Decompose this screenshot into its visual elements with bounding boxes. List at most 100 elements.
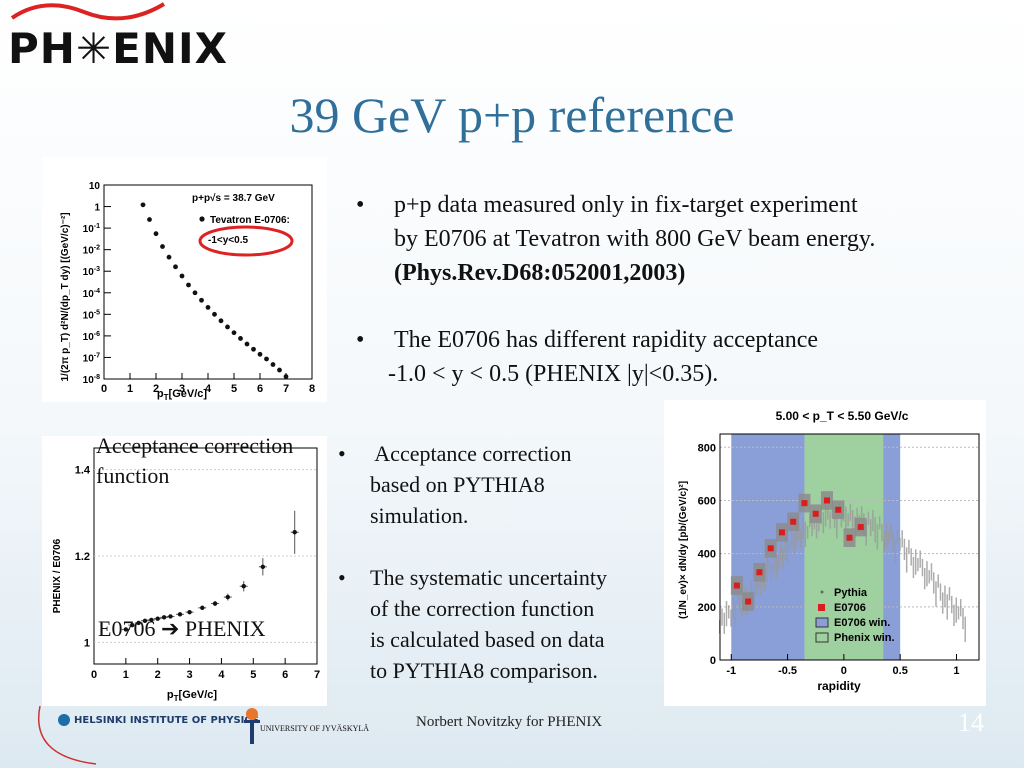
spectrum-point <box>192 290 198 296</box>
spectrum-point <box>283 374 289 379</box>
spectrum-point <box>186 282 191 288</box>
spectrum-ytick-label: 1 <box>94 203 100 214</box>
acceptance-point <box>292 530 297 535</box>
e0706-point <box>778 529 785 536</box>
spectrum-point <box>179 273 185 279</box>
e0706-to-phenix-label: E0706 ➔ PHENIX <box>98 616 266 641</box>
author-footer: Norbert Novitzky for PHENIX <box>416 714 603 730</box>
acceptance-xtick-label: 4 <box>218 669 225 681</box>
pythia-point <box>845 506 847 533</box>
acceptance-point <box>155 616 160 621</box>
acceptance-xtick-label: 1 <box>123 669 129 681</box>
bullet-reference: (Phys.Rev.D68:052001,2003) <box>394 260 686 286</box>
bullet-text: The E0706 has different rapidity accepta… <box>394 327 819 353</box>
rapidity-ytick-label: 800 <box>698 442 716 454</box>
acceptance-point <box>200 605 205 611</box>
pythia-point <box>944 585 946 607</box>
pythia-point <box>795 521 798 547</box>
spectrum-xtick-label: 3 <box>179 383 185 395</box>
rapidity-plot-panel: 5.00 < p_T < 5.50 GeV/c (1/N_ev)× dN/dy … <box>664 400 986 706</box>
pythia-point <box>804 521 807 547</box>
pythia-point <box>773 550 775 572</box>
pythia-point <box>728 605 730 619</box>
helsinki-logo: HELSINKI INSTITUTE OF PHYSICS <box>58 714 259 726</box>
rapidity-ytick-label: 600 <box>698 495 716 507</box>
bullet-text: simulation. <box>370 503 469 528</box>
rapidity-ylabel: (1/N_ev)× dN/dy [pb/(GeV/c)²] <box>678 481 689 619</box>
spectrum-xtick-label: 8 <box>309 383 315 395</box>
acceptance-point <box>260 564 266 569</box>
bullet-text: by E0706 at Tevatron with 800 GeV beam e… <box>394 226 876 252</box>
spectrum-plot: p+p√s = 38.7 GeV Tevatron E-0706: -1<y<0… <box>60 181 315 402</box>
rapidity-ytick-label: 0 <box>710 655 716 667</box>
pythia-point <box>957 606 960 620</box>
acceptance-point <box>225 594 230 600</box>
acceptance-ytick-label: 1.2 <box>75 551 90 563</box>
acceptance-xtick-label: 2 <box>155 669 161 681</box>
pythia-point <box>917 557 919 572</box>
acceptance-point <box>212 601 218 606</box>
pythia-point <box>919 550 921 568</box>
pythia-point <box>786 537 789 563</box>
legend-range: -1<y<0.5 <box>208 235 248 246</box>
pythia-point <box>782 547 784 569</box>
energy-annotation: p+p√s = 38.7 GeV <box>192 193 275 204</box>
pythia-point <box>791 529 793 547</box>
pythia-point <box>768 560 771 574</box>
rapidity-legend-label: E0706 win. <box>834 617 890 629</box>
pythia-point <box>932 572 935 594</box>
pythia-point <box>721 608 723 626</box>
rapidity-title: 5.00 < p_T < 5.50 GeV/c <box>776 409 909 423</box>
spectrum-point <box>251 346 256 352</box>
pythia-point <box>755 571 757 597</box>
pythia-point <box>946 594 948 620</box>
pythia-point <box>811 518 813 537</box>
spectrum-point <box>205 304 211 310</box>
pythia-point <box>876 524 879 550</box>
pythia-point <box>847 513 849 527</box>
pythia-point <box>901 530 903 548</box>
rapidity-legend-label: Phenix win. <box>834 632 895 644</box>
spectrum-xtick-label: 4 <box>205 383 212 395</box>
acceptance-ylabel: PHENIX / E0706 <box>52 538 63 613</box>
spectrum-xtick-label: 6 <box>257 383 263 395</box>
pythia-point <box>836 513 838 539</box>
highlight-ellipse <box>198 225 294 257</box>
pythia-point <box>881 523 883 542</box>
legend-phenix-window-swatch <box>815 632 829 643</box>
rapidity-xtick-label: 1 <box>953 665 959 677</box>
pythia-point <box>802 517 804 540</box>
logo-text: PH✳ENIX <box>8 24 228 73</box>
spectrum-point <box>199 297 204 303</box>
spectrum-point <box>212 311 217 317</box>
acceptance-xtick-label: 0 <box>91 669 97 681</box>
page-title: 39 GeV p+p reference <box>289 87 735 143</box>
e0706-point <box>801 500 808 507</box>
spectrum-xtick-label: 1 <box>127 383 133 395</box>
pythia-point <box>818 518 820 532</box>
pythia-point <box>784 534 786 560</box>
pythia-point <box>867 511 870 525</box>
legend-pythia-swatch <box>820 590 824 594</box>
acceptance-point <box>136 620 141 626</box>
spectrum-ytick-label: 10-7 <box>83 352 100 364</box>
spectrum-plot-panel: p+p√s = 38.7 GeV Tevatron E-0706: -1<y<0… <box>42 157 327 402</box>
pythia-point <box>874 517 876 543</box>
helsinki-arc-icon <box>38 706 97 765</box>
rapidity-xtick-label: -0.5 <box>778 665 797 677</box>
pythia-point <box>930 563 933 581</box>
spectrum-ytick-label: 10-1 <box>83 223 100 235</box>
jyvaskyla-emblem-icon <box>244 708 260 744</box>
pythia-point <box>937 574 939 588</box>
pythia-point <box>923 568 926 590</box>
pythia-point <box>914 549 917 575</box>
bullet-text: is calculated based on data <box>370 627 605 652</box>
pythia-point <box>815 512 818 539</box>
pythia-point <box>860 506 863 524</box>
spectrum-ytick-label: 10 <box>89 181 101 192</box>
legend-e0706-window-swatch <box>815 617 829 628</box>
pythia-point <box>757 575 759 589</box>
pythia-point <box>894 538 897 564</box>
pythia-point <box>777 556 780 571</box>
spectrum-point <box>270 362 276 367</box>
